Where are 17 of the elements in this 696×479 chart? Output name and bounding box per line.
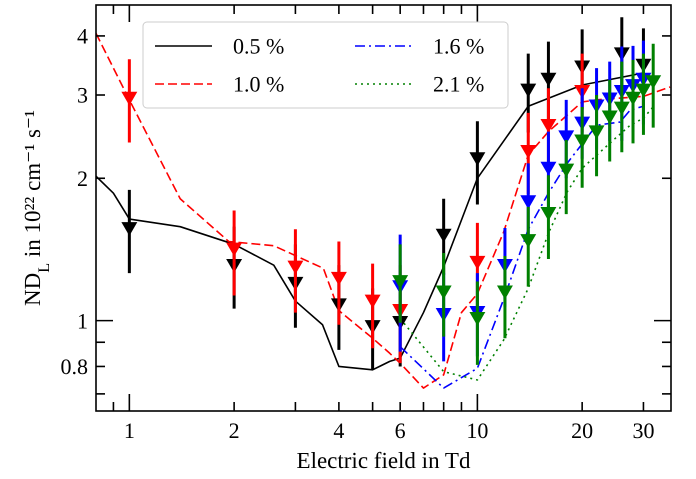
y-tick-label: 1 bbox=[77, 308, 88, 334]
x-tick-label: 2 bbox=[228, 418, 240, 443]
legend-label: 2.1 % bbox=[433, 72, 484, 97]
x-tick-label: 6 bbox=[394, 418, 406, 443]
x-tick-label: 4 bbox=[333, 418, 344, 443]
legend-label: 1.0 % bbox=[233, 72, 284, 97]
x-tick-label: 1 bbox=[124, 418, 135, 443]
legend-label: 0.5 % bbox=[233, 34, 284, 59]
y-tick-label: 0.8 bbox=[60, 354, 88, 380]
legend-label: 1.6 % bbox=[433, 34, 484, 59]
x-tick-label: 20 bbox=[571, 418, 594, 443]
x-tick-label: 10 bbox=[466, 418, 488, 443]
y-tick-label: 3 bbox=[77, 82, 88, 108]
y-tick-label: 2 bbox=[77, 166, 88, 191]
x-axis-title: Electric field in Td bbox=[296, 448, 471, 473]
y-tick-label: 4 bbox=[77, 24, 88, 49]
x-tick-label: 30 bbox=[632, 418, 654, 443]
